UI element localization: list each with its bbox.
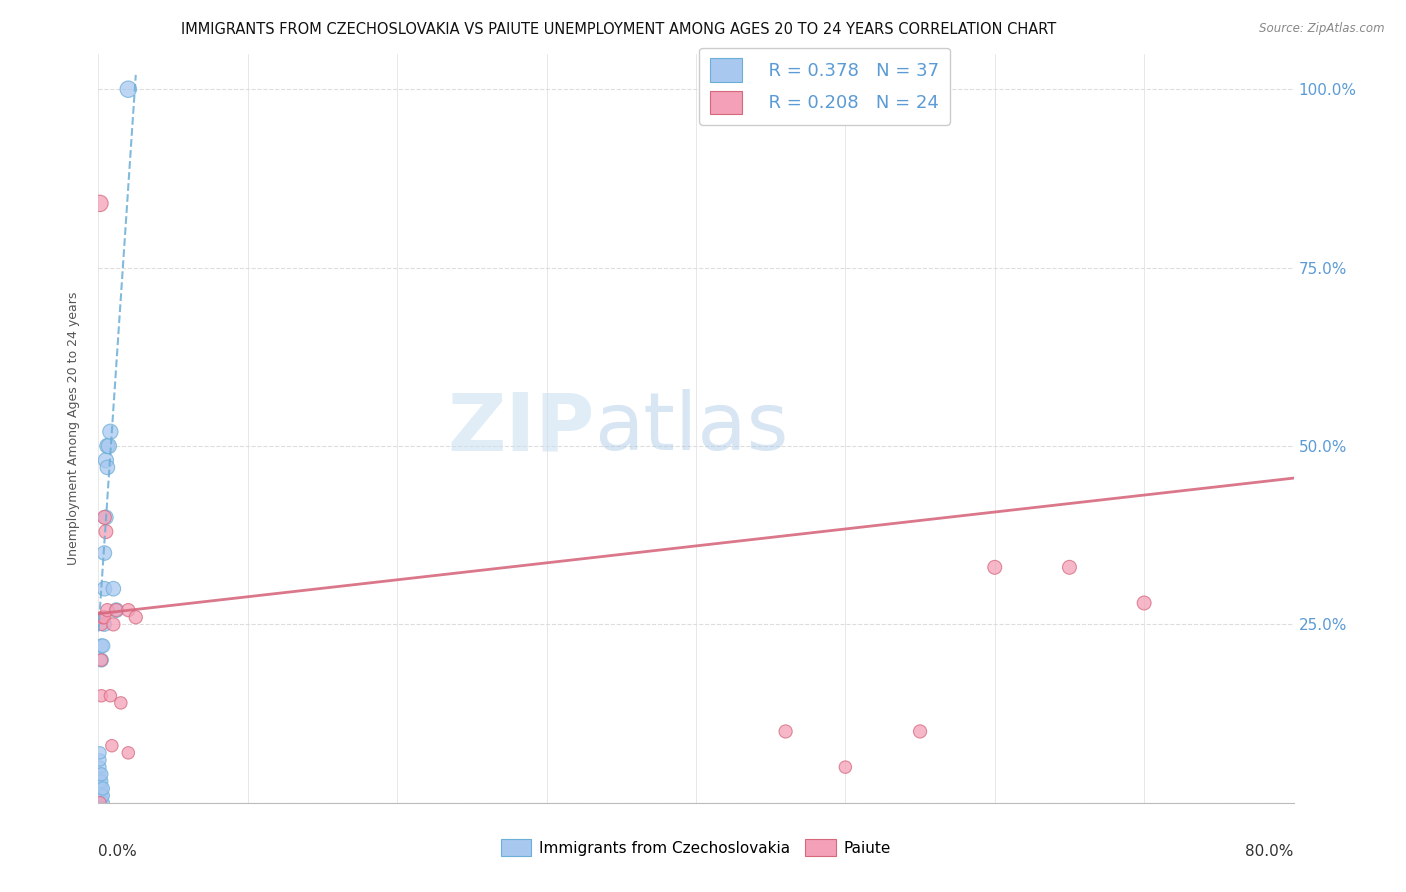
Point: [87, 781, 110, 796]
Point: [87, 796, 110, 810]
Point: [1059, 560, 1081, 574]
Point: [91, 789, 114, 803]
Point: [93, 510, 115, 524]
Point: [93, 610, 115, 624]
Point: [97, 439, 120, 453]
Point: [908, 724, 931, 739]
Legend: Immigrants from Czechoslovakia, Paiute: Immigrants from Czechoslovakia, Paiute: [495, 833, 897, 863]
Point: [89, 796, 111, 810]
Text: atlas: atlas: [595, 389, 789, 467]
Point: [775, 724, 797, 739]
Point: [90, 774, 112, 789]
Point: [89, 781, 111, 796]
Text: IMMIGRANTS FROM CZECHOSLOVAKIA VS PAIUTE UNEMPLOYMENT AMONG AGES 20 TO 24 YEARS : IMMIGRANTS FROM CZECHOSLOVAKIA VS PAIUTE…: [181, 22, 1056, 37]
Point: [90, 653, 112, 667]
Point: [89, 774, 111, 789]
Point: [98, 689, 122, 703]
Point: [89, 196, 111, 211]
Point: [91, 796, 114, 810]
Point: [98, 425, 122, 439]
Point: [117, 746, 139, 760]
Point: [984, 560, 1007, 574]
Point: [90, 789, 112, 803]
Point: [96, 603, 118, 617]
Point: [125, 610, 148, 624]
Point: [117, 82, 139, 96]
Y-axis label: Unemployment Among Ages 20 to 24 years: Unemployment Among Ages 20 to 24 years: [66, 292, 80, 565]
Point: [90, 781, 112, 796]
Point: [89, 767, 111, 781]
Point: [105, 603, 128, 617]
Point: [94, 510, 117, 524]
Point: [91, 610, 114, 624]
Point: [89, 746, 111, 760]
Text: 80.0%: 80.0%: [1246, 844, 1294, 859]
Point: [89, 760, 111, 774]
Point: [91, 781, 114, 796]
Point: [94, 524, 117, 539]
Point: [87, 789, 110, 803]
Point: [91, 639, 114, 653]
Point: [93, 617, 115, 632]
Point: [117, 603, 139, 617]
Point: [1133, 596, 1156, 610]
Text: 0.0%: 0.0%: [98, 844, 138, 859]
Point: [89, 796, 111, 810]
Point: [834, 760, 856, 774]
Point: [90, 653, 112, 667]
Point: [89, 796, 111, 810]
Point: [87, 796, 110, 810]
Text: Source: ZipAtlas.com: Source: ZipAtlas.com: [1260, 22, 1385, 36]
Point: [103, 617, 125, 632]
Point: [90, 796, 112, 810]
Point: [96, 439, 118, 453]
Point: [110, 696, 132, 710]
Point: [90, 689, 112, 703]
Point: [89, 753, 111, 767]
Point: [93, 546, 115, 560]
Text: ZIP: ZIP: [447, 389, 595, 467]
Point: [87, 796, 110, 810]
Point: [90, 617, 112, 632]
Point: [96, 460, 118, 475]
Point: [89, 789, 111, 803]
Point: [90, 639, 112, 653]
Point: [103, 582, 125, 596]
Point: [90, 767, 112, 781]
Point: [94, 453, 117, 467]
Point: [93, 582, 115, 596]
Point: [105, 603, 128, 617]
Point: [101, 739, 124, 753]
